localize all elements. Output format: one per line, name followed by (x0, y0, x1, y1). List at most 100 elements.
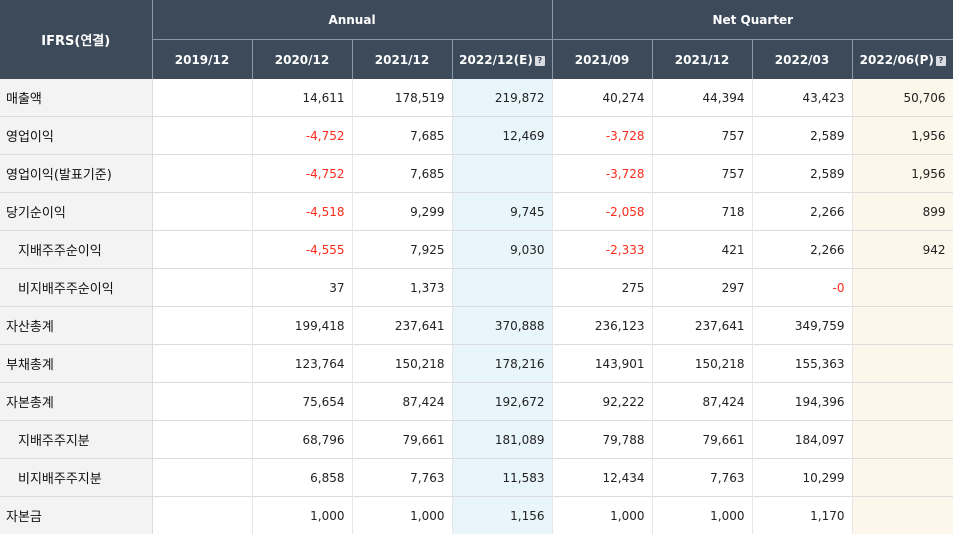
column-header: 2021/12 (352, 40, 452, 80)
table-cell: -2,333 (552, 231, 652, 269)
corner-header: IFRS(연결) (0, 0, 152, 79)
table-cell: 150,218 (652, 345, 752, 383)
table-cell: 757 (652, 117, 752, 155)
table-cell: 7,763 (352, 459, 452, 497)
table-cell (152, 269, 252, 307)
table-cell: 75,654 (252, 383, 352, 421)
table-cell (152, 193, 252, 231)
table-cell: -4,752 (252, 117, 352, 155)
table-cell: 1,956 (852, 155, 953, 193)
table-cell: 1,170 (752, 497, 852, 534)
column-header: 2022/12(E)? (452, 40, 552, 80)
table-cell: 236,123 (552, 307, 652, 345)
row-label: 부채총계 (0, 345, 152, 383)
table-cell: 2,266 (752, 231, 852, 269)
table-cell (152, 497, 252, 534)
row-label: 자본금 (0, 497, 152, 534)
table-cell (152, 117, 252, 155)
column-header: 2021/09 (552, 40, 652, 80)
table-cell: -0 (752, 269, 852, 307)
table-cell: 199,418 (252, 307, 352, 345)
table-cell (152, 421, 252, 459)
table-cell (152, 307, 252, 345)
table-cell: 194,396 (752, 383, 852, 421)
table-cell: 68,796 (252, 421, 352, 459)
table-cell: 349,759 (752, 307, 852, 345)
table-cell (152, 459, 252, 497)
question-mark-icon[interactable]: ? (936, 56, 946, 66)
table-cell: 44,394 (652, 79, 752, 117)
table-cell: 123,764 (252, 345, 352, 383)
question-mark-icon[interactable]: ? (535, 56, 545, 66)
table-cell: 219,872 (452, 79, 552, 117)
table-cell: 9,745 (452, 193, 552, 231)
table-cell: 7,685 (352, 117, 452, 155)
table-cell: 79,661 (352, 421, 452, 459)
table-cell: 1,000 (252, 497, 352, 534)
column-header: 2022/06(P)? (852, 40, 953, 80)
table-cell: 12,434 (552, 459, 652, 497)
quarter-group-header: Net Quarter (552, 0, 953, 40)
table-cell: 2,266 (752, 193, 852, 231)
table-cell: 14,611 (252, 79, 352, 117)
table-cell (452, 269, 552, 307)
table-cell: 150,218 (352, 345, 452, 383)
table-cell (852, 497, 953, 534)
table-cell: 6,858 (252, 459, 352, 497)
row-label: 비지배주주지분 (0, 459, 152, 497)
row-label: 영업이익 (0, 117, 152, 155)
table-cell: 370,888 (452, 307, 552, 345)
table-cell: 757 (652, 155, 752, 193)
table-cell (852, 269, 953, 307)
row-label: 영업이익(발표기준) (0, 155, 152, 193)
table-cell: 275 (552, 269, 652, 307)
row-label: 자본총계 (0, 383, 152, 421)
table-cell: 1,956 (852, 117, 953, 155)
table-cell: 12,469 (452, 117, 552, 155)
table-cell: 421 (652, 231, 752, 269)
table-cell (152, 155, 252, 193)
table-cell (152, 231, 252, 269)
table-cell: 192,672 (452, 383, 552, 421)
table-cell: 1,373 (352, 269, 452, 307)
table-cell: 2,589 (752, 155, 852, 193)
table-cell: -2,058 (552, 193, 652, 231)
row-label: 비지배주주순이익 (0, 269, 152, 307)
table-cell: 50,706 (852, 79, 953, 117)
table-cell: 9,030 (452, 231, 552, 269)
table-cell: 2,589 (752, 117, 852, 155)
table-cell: 1,000 (552, 497, 652, 534)
row-label: 자산총계 (0, 307, 152, 345)
row-label: 지배주주순이익 (0, 231, 152, 269)
table-cell (852, 421, 953, 459)
row-label: 지배주주지분 (0, 421, 152, 459)
column-header: 2020/12 (252, 40, 352, 80)
table-cell: 942 (852, 231, 953, 269)
table-cell (152, 345, 252, 383)
table-cell (852, 383, 953, 421)
table-cell: -4,555 (252, 231, 352, 269)
table-cell: 87,424 (652, 383, 752, 421)
table-cell (852, 307, 953, 345)
table-cell: 181,089 (452, 421, 552, 459)
table-cell: 10,299 (752, 459, 852, 497)
table-cell (152, 383, 252, 421)
table-cell: 37 (252, 269, 352, 307)
table-cell: 155,363 (752, 345, 852, 383)
table-cell: 7,925 (352, 231, 452, 269)
row-label: 매출액 (0, 79, 152, 117)
table-cell: 1,000 (352, 497, 452, 534)
column-header: 2022/03 (752, 40, 852, 80)
table-cell: -3,728 (552, 155, 652, 193)
table-cell: 7,685 (352, 155, 452, 193)
table-cell (852, 459, 953, 497)
